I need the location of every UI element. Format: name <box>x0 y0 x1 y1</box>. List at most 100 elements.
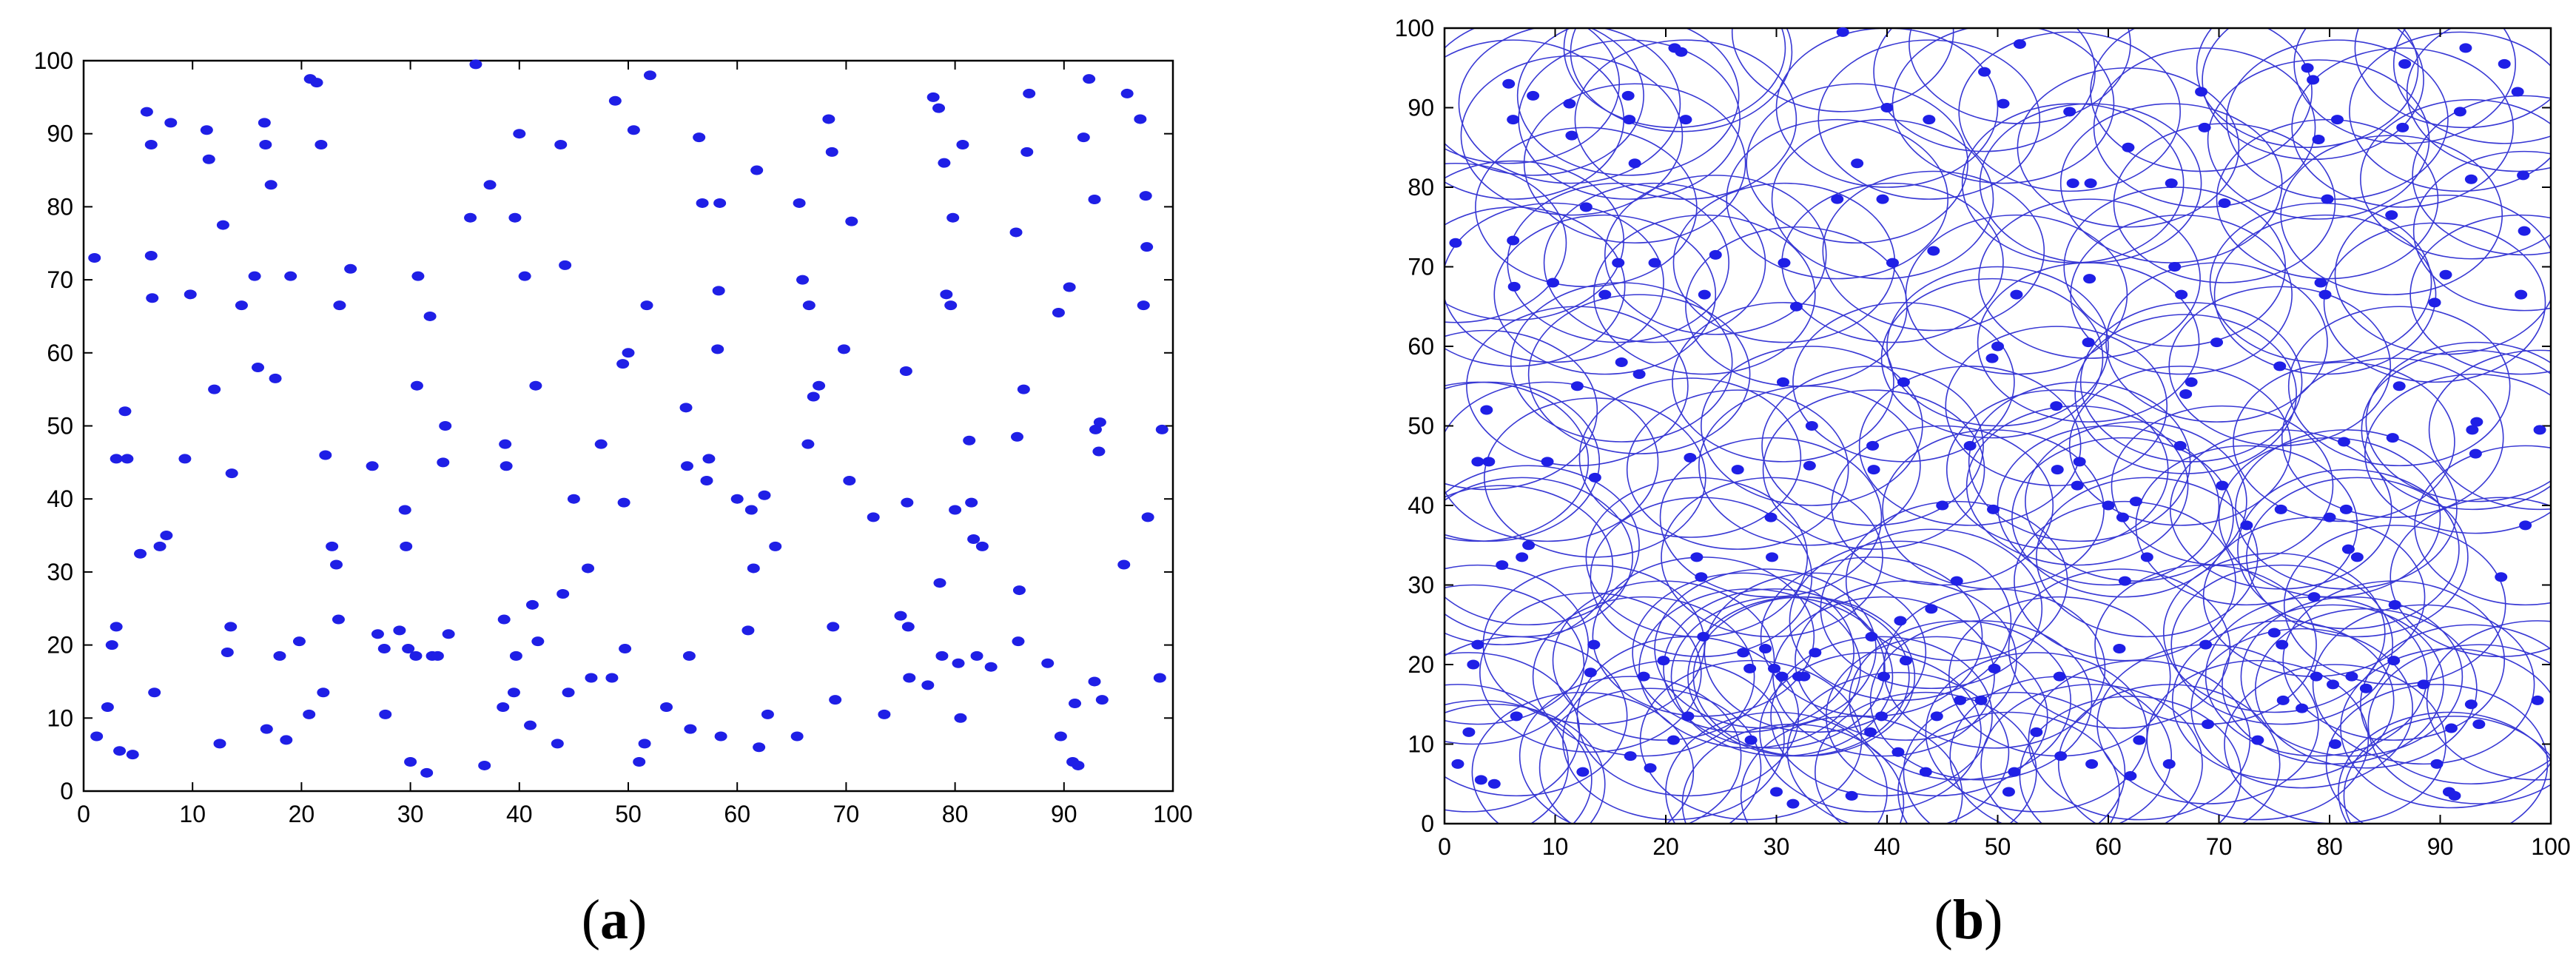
data-point <box>507 687 520 698</box>
coverage-circle <box>2226 39 2449 200</box>
data-point <box>1624 751 1637 761</box>
data-point <box>643 70 656 81</box>
data-point <box>2063 107 2076 117</box>
coverage-circle <box>1772 596 1995 757</box>
data-point <box>594 439 608 449</box>
data-point <box>1997 98 2010 109</box>
x-tick-label: 0 <box>77 801 90 827</box>
data-point <box>1462 727 1476 737</box>
coverage-circle <box>1493 214 1717 375</box>
coverage-circles <box>1445 28 2551 824</box>
data-point <box>1093 417 1106 428</box>
data-point <box>379 709 392 719</box>
y-tick-label: 30 <box>47 559 73 585</box>
data-point <box>317 687 330 698</box>
data-point <box>2267 628 2281 638</box>
y-tick-label: 40 <box>47 485 73 512</box>
y-tick-label: 90 <box>47 121 73 147</box>
data-point <box>1864 727 1877 737</box>
data-point <box>921 680 935 690</box>
coverage-circle <box>2255 608 2478 769</box>
data-point <box>1063 282 1076 292</box>
y-tick-label: 10 <box>47 705 73 731</box>
coverage-circle <box>1831 425 2054 586</box>
coverage-circle <box>1519 676 1742 824</box>
coverage-circle <box>1891 28 2115 184</box>
coverage-circle <box>1672 302 1894 463</box>
data-point <box>640 300 653 311</box>
data-point <box>202 154 215 164</box>
data-point <box>260 724 273 734</box>
data-point <box>1880 103 1894 112</box>
data-point <box>2251 735 2264 745</box>
coverage-circle <box>1593 214 1816 375</box>
data-point <box>2054 751 2068 761</box>
data-point <box>1012 585 1026 596</box>
data-point <box>1987 504 2000 514</box>
data-point <box>2444 723 2458 733</box>
coverage-circle <box>1445 699 1593 824</box>
coverage-circle <box>1958 31 2181 192</box>
data-point <box>2276 695 2290 705</box>
data-point <box>303 709 316 719</box>
data-point <box>562 687 575 698</box>
data-point <box>1667 735 1680 745</box>
coverage-circle <box>1704 572 1927 733</box>
data-point <box>184 289 197 300</box>
data-point <box>121 454 134 464</box>
data-point <box>110 454 123 464</box>
data-point <box>1140 242 1154 252</box>
coverage-circle <box>1585 477 1809 638</box>
data-point <box>404 757 417 767</box>
data-point <box>944 300 958 311</box>
data-point <box>1541 457 1554 467</box>
data-point <box>1930 711 1943 722</box>
data-point <box>1017 384 1030 394</box>
data-point <box>1919 767 1932 777</box>
y-tick-label: 10 <box>1408 731 1434 758</box>
data-point <box>1088 676 1101 687</box>
coverage-circle <box>1563 28 1786 129</box>
coverage-circle <box>1445 381 1659 542</box>
data-point <box>1786 798 1800 809</box>
data-point <box>134 548 147 559</box>
data-point <box>1155 424 1168 434</box>
data-point <box>894 611 907 621</box>
data-point <box>2466 425 2479 435</box>
coverage-circle <box>1761 366 1984 526</box>
y-tick-label: 40 <box>1408 492 1434 519</box>
data-point <box>682 650 696 661</box>
data-point <box>280 735 293 745</box>
coverage-circle <box>1979 103 2202 263</box>
coverage-circle <box>2390 497 2551 658</box>
coverage-circle <box>2283 525 2506 685</box>
coverage-circle <box>1681 723 1905 824</box>
data-point <box>464 212 477 223</box>
data-point <box>2515 289 2528 300</box>
data-point <box>1978 67 1991 77</box>
coverage-circle <box>2334 194 2551 355</box>
data-point <box>1467 659 1480 670</box>
coverage-circle <box>2349 31 2551 192</box>
data-point <box>148 687 161 698</box>
scatter-plot-b: 0 10 20 30 40 50 60 70 80 90 100 0 10 20 30 40 50 60 70 80 9… <box>1395 15 2571 860</box>
data-point <box>2066 178 2079 189</box>
data-point <box>2328 739 2341 749</box>
data-point <box>437 457 450 468</box>
caption-a-letter: a <box>600 889 628 951</box>
coverage-circle <box>2312 604 2535 765</box>
data-point <box>843 476 856 486</box>
coverage-circle <box>1997 425 2220 586</box>
data-point <box>901 622 915 632</box>
data-point <box>660 702 673 712</box>
data-point <box>822 114 835 124</box>
data-point <box>758 490 771 500</box>
data-point <box>2083 274 2096 284</box>
data-point <box>556 589 570 599</box>
data-point <box>393 625 406 636</box>
coverage-circle <box>1626 389 1849 550</box>
data-point <box>2386 433 2399 443</box>
data-point <box>113 746 127 756</box>
data-point <box>1988 663 2001 673</box>
data-point <box>730 494 744 504</box>
